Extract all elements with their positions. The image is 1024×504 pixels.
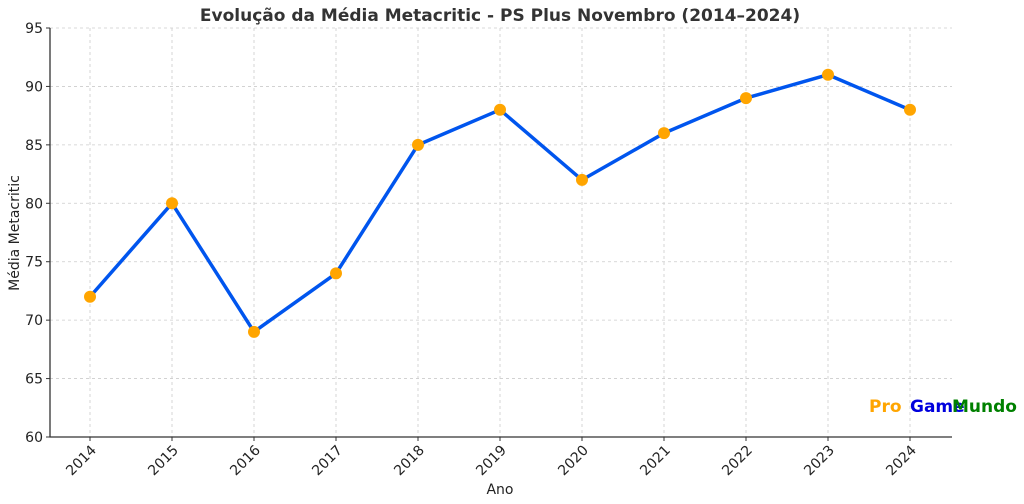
data-point bbox=[166, 197, 178, 210]
x-tick-label: 2021 bbox=[637, 443, 674, 480]
data-point-markers bbox=[84, 68, 916, 338]
data-point bbox=[412, 138, 424, 151]
y-axis-ticks: 60 65 70 75 80 85 90 95 bbox=[25, 21, 50, 446]
y-tick-label: 70 bbox=[25, 313, 43, 329]
x-tick-label: 2014 bbox=[63, 442, 100, 479]
data-point bbox=[494, 103, 506, 116]
x-axis-ticks: 2014 2015 2016 2017 2018 2019 2020 2021 2022 2023… bbox=[63, 437, 920, 479]
data-point bbox=[248, 325, 260, 338]
y-tick-label: 85 bbox=[25, 138, 43, 154]
data-point bbox=[658, 127, 670, 140]
y-tick-label: 75 bbox=[25, 255, 43, 271]
x-tick-label: 2023 bbox=[801, 443, 838, 480]
data-point bbox=[330, 267, 342, 280]
data-point bbox=[822, 68, 834, 81]
data-point bbox=[576, 173, 588, 186]
y-tick-label: 80 bbox=[25, 196, 43, 212]
y-tick-label: 90 bbox=[25, 79, 43, 95]
x-tick-label: 2016 bbox=[227, 442, 264, 479]
data-point bbox=[904, 103, 916, 116]
x-tick-label: 2019 bbox=[473, 443, 510, 480]
data-point bbox=[84, 290, 96, 303]
watermark-pro: Pro bbox=[869, 397, 902, 417]
y-tick-label: 65 bbox=[25, 372, 43, 388]
grid-lines bbox=[50, 27, 952, 437]
chart-title: Evolução da Média Metacritic - PS Plus N… bbox=[200, 6, 800, 26]
y-tick-label: 60 bbox=[25, 430, 43, 446]
axes bbox=[49, 28, 952, 438]
x-tick-label: 2024 bbox=[883, 442, 920, 479]
x-tick-label: 2017 bbox=[309, 443, 346, 480]
watermark: Pro GameMundo bbox=[869, 397, 1017, 417]
y-axis-label: Média Metacritic bbox=[7, 175, 23, 291]
x-tick-label: 2020 bbox=[555, 443, 592, 480]
x-tick-label: 2015 bbox=[145, 443, 182, 480]
x-tick-label: 2022 bbox=[719, 443, 756, 480]
x-axis-label: Ano bbox=[486, 482, 513, 498]
y-tick-label: 95 bbox=[25, 21, 43, 37]
watermark-game: Game bbox=[910, 397, 965, 417]
x-tick-label: 2018 bbox=[391, 443, 428, 480]
data-point bbox=[740, 92, 752, 105]
watermark-mundo: Mundo bbox=[952, 397, 1017, 417]
